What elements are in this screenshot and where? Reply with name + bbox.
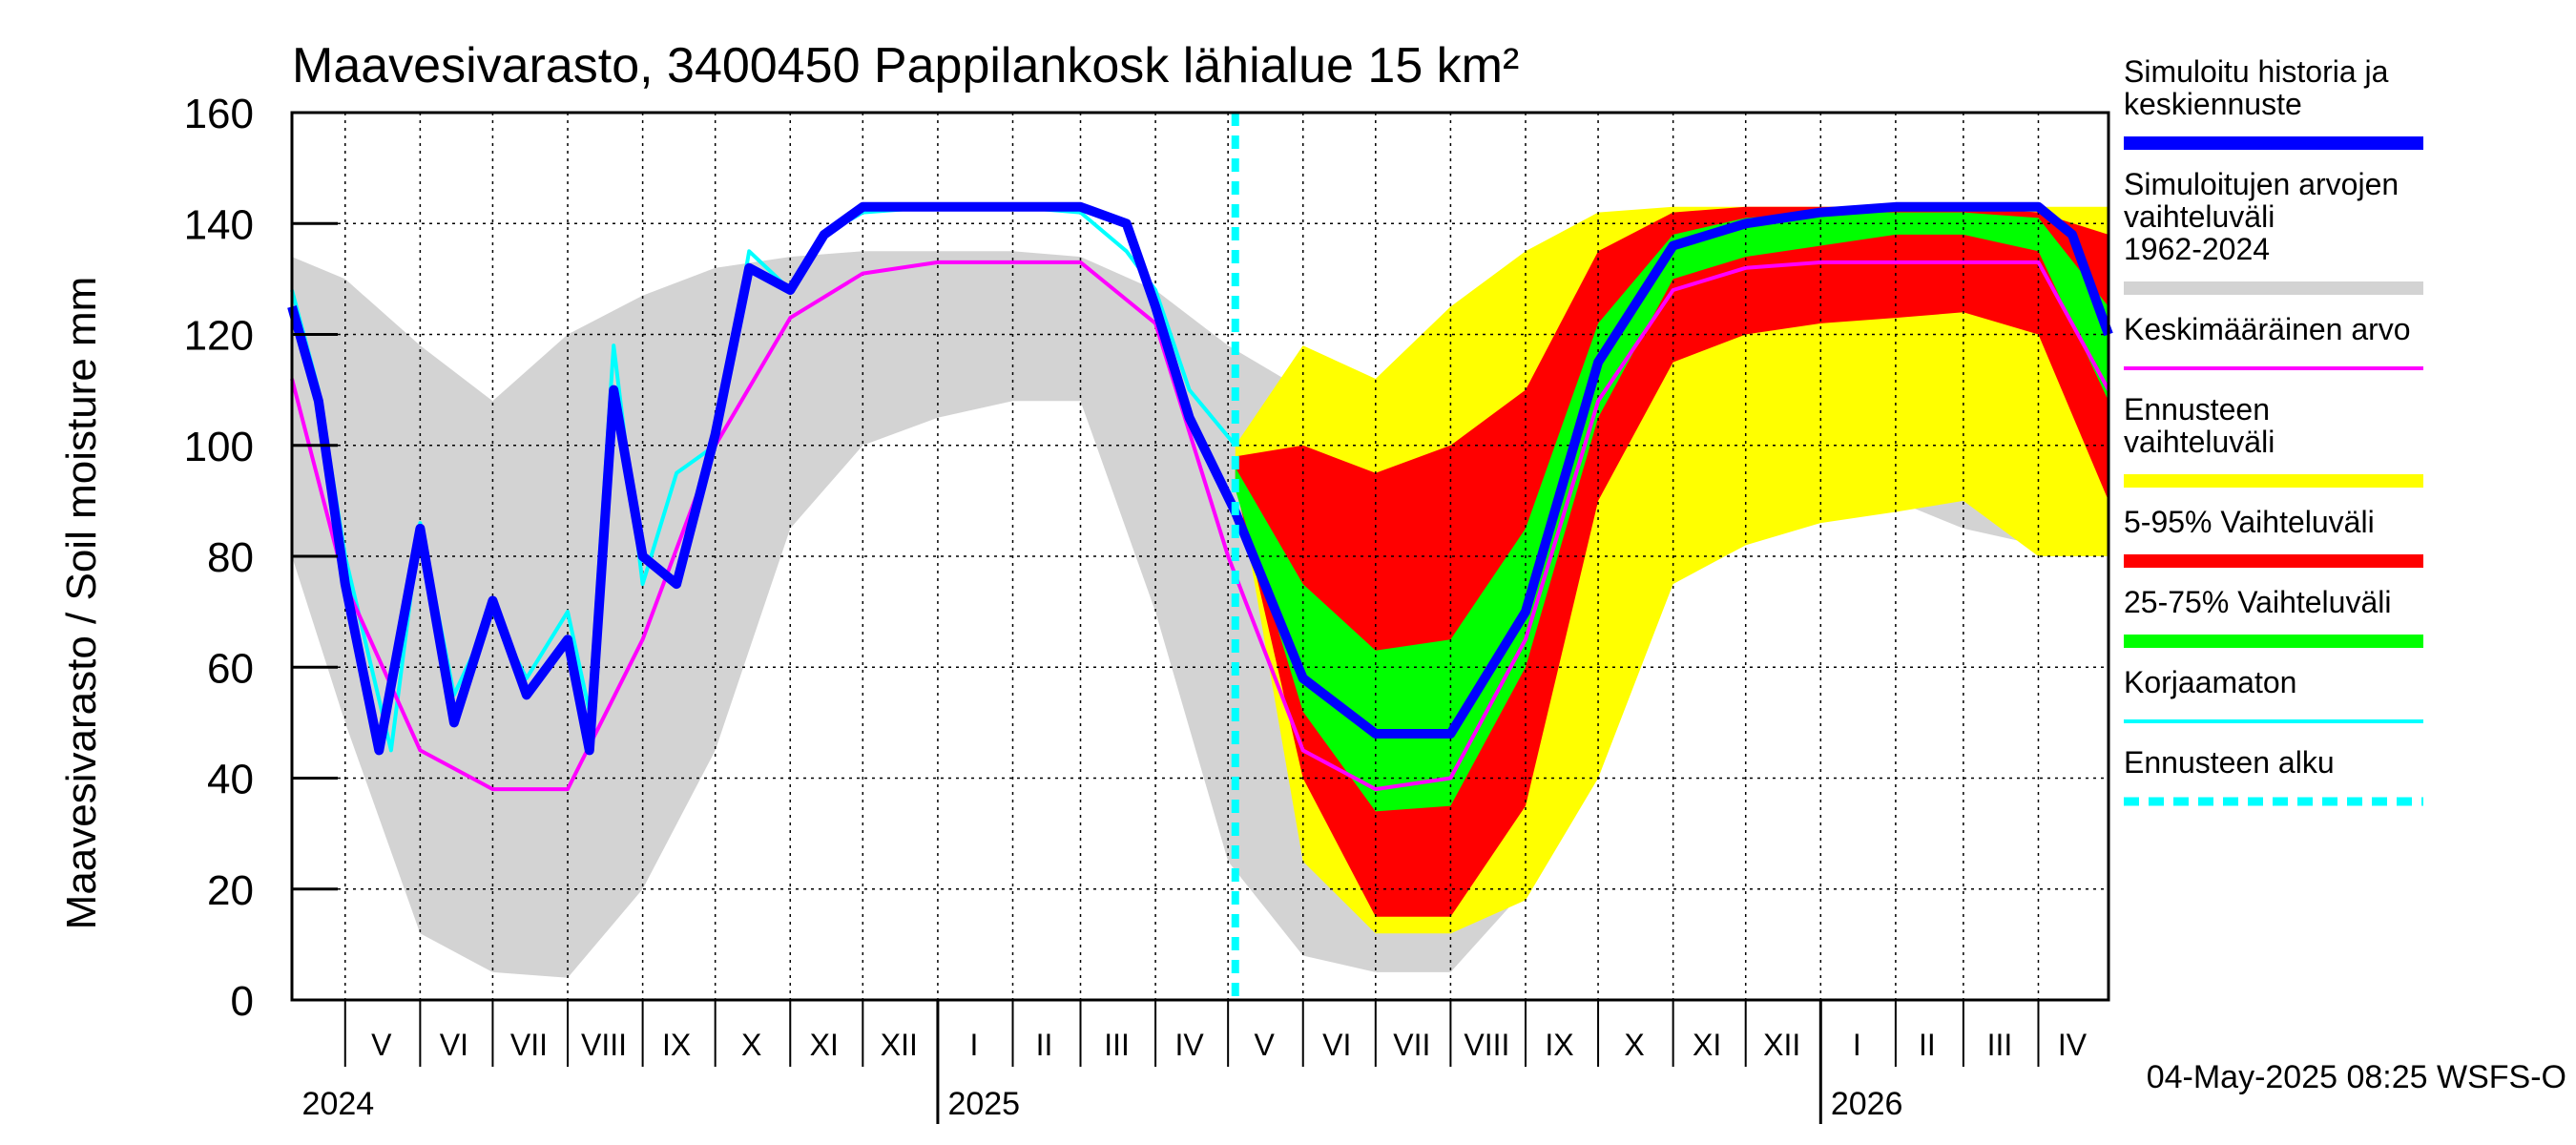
x-month-label: III — [1987, 1028, 2013, 1062]
legend-item-keskim-r-inen-arvo: Keskimääräinen arvo — [2124, 312, 2423, 370]
legend-label: Simuloitujen arvojen vaihteluväli 1962-202… — [2124, 167, 2399, 266]
x-month-label: XII — [881, 1028, 918, 1062]
x-month-label: III — [1104, 1028, 1130, 1062]
line-simuloitu-historia-ja-keskiennuste — [287, 201, 2113, 756]
x-month-label: VII — [1393, 1028, 1430, 1062]
x-month-label: IX — [662, 1028, 691, 1062]
legend-label: Keskimääräinen arvo — [2124, 312, 2411, 346]
y-tick-label: 140 — [184, 201, 254, 248]
x-month-label: VI — [440, 1028, 468, 1062]
plot-lines — [287, 113, 2113, 1000]
x-month-label: VIII — [1464, 1028, 1509, 1062]
x-month-label: VII — [510, 1028, 548, 1062]
x-year-label: 2025 — [947, 1086, 1020, 1122]
x-month-label: XI — [810, 1028, 839, 1062]
x-month-label: IX — [1545, 1028, 1573, 1062]
x-month-label: V — [371, 1028, 392, 1062]
legend-item-korjaamaton: Korjaamaton — [2124, 665, 2423, 723]
legend: Simuloitu historia ja keskiennuste Simuloi… — [2124, 54, 2423, 806]
legend-item-25-75-vaihteluv-li: 25-75% Vaihteluväli — [2124, 585, 2423, 648]
legend-item-5-95-vaihteluv-li: 5-95% Vaihteluväli — [2124, 505, 2423, 568]
y-tick-label: 20 — [207, 867, 254, 914]
x-month-label: X — [741, 1028, 761, 1062]
footer-timestamp: 04-May-2025 08:25 WSFS-O — [2147, 1059, 2566, 1095]
y-axis-ticks: 0 20 40 60 80 100 120 140 160 — [184, 91, 338, 1025]
legend-label: 5-95% Vaihteluväli — [2124, 505, 2375, 539]
legend-label: Ennusteen vaihteluväli — [2124, 392, 2275, 459]
legend-label: 25-75% Vaihteluväli — [2124, 585, 2391, 619]
x-year-label: 2024 — [302, 1086, 375, 1122]
x-month-label: X — [1624, 1028, 1644, 1062]
y-tick-label: 80 — [207, 534, 254, 581]
y-tick-label: 0 — [231, 978, 254, 1025]
y-tick-label: 40 — [207, 757, 254, 803]
y-tick-label: 120 — [184, 313, 254, 360]
legend-label: Ennusteen alku — [2124, 745, 2335, 780]
x-month-label: IV — [1174, 1028, 1204, 1062]
x-month-label: V — [1255, 1028, 1276, 1062]
x-month-label: VIII — [581, 1028, 627, 1062]
band-25-75-vaihteluv-li — [1235, 212, 2109, 812]
legend-label: Korjaamaton — [2124, 665, 2296, 699]
x-axis: V VI VII VIII IX X XI XII I II III IV V VI VII VIII IX X X… — [302, 1000, 2088, 1124]
x-month-label: II — [1036, 1028, 1053, 1062]
x-month-label: XI — [1693, 1028, 1721, 1062]
y-tick-label: 160 — [184, 91, 254, 137]
x-month-label: II — [1919, 1028, 1936, 1062]
x-month-label: I — [970, 1028, 979, 1062]
x-month-label: IV — [2058, 1028, 2088, 1062]
line-keskim-r-inen-arvo — [290, 260, 2110, 792]
plot-bands — [292, 206, 2109, 978]
legend-item-simuloitu-historia-ja-keskiennuste: Simuloitu historia ja keskiennuste — [2124, 54, 2423, 150]
legend-label: Simuloitu historia ja keskiennuste — [2124, 54, 2389, 121]
line-korjaamaton — [290, 204, 1237, 753]
chart-title: Maavesivarasto, 3400450 Pappilankosk läh… — [292, 38, 1519, 94]
y-tick-label: 60 — [207, 645, 254, 692]
x-year-label: 2026 — [1831, 1086, 1903, 1122]
x-month-label: I — [1853, 1028, 1861, 1062]
legend-item-simuloitujen-arvojen-vaihteluv-li-1962-2024: Simuloitujen arvojen vaihteluväli 1962-202… — [2124, 167, 2423, 295]
y-tick-label: 100 — [184, 424, 254, 470]
legend-item-ennusteen-vaihteluv-li: Ennusteen vaihteluväli — [2124, 392, 2423, 488]
legend-item-ennusteen-alku: Ennusteen alku — [2124, 745, 2423, 806]
x-month-label: VI — [1322, 1028, 1351, 1062]
y-axis-label: Maavesivarasto / Soil moisture mm — [58, 277, 105, 930]
x-month-label: XII — [1763, 1028, 1800, 1062]
